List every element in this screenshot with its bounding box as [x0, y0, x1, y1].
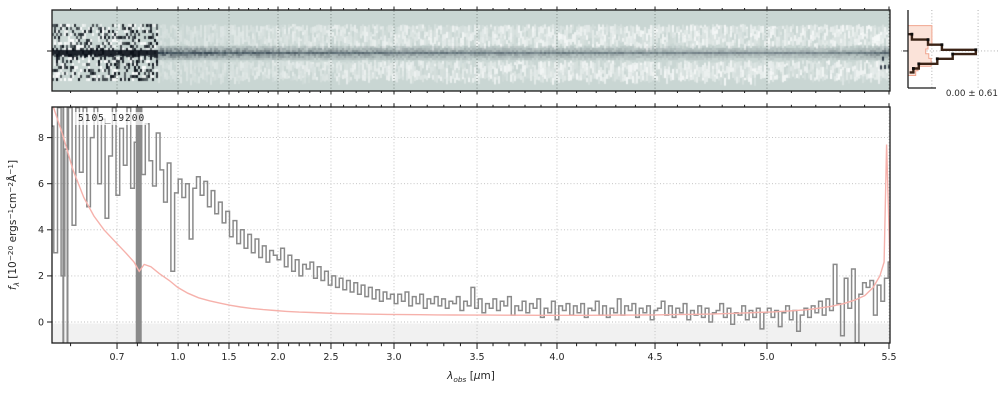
- hist-step-marker: [926, 38, 930, 42]
- x-axis-label-part: obs: [453, 374, 467, 384]
- x-tick-label: 3.5: [469, 352, 484, 363]
- hist-gridlines: [901, 10, 998, 88]
- y-tick-label: 0: [38, 317, 44, 328]
- y-axis-label-part: [10: [7, 261, 19, 283]
- offscale-bar: [66, 107, 69, 343]
- x-tick-label: 5.0: [759, 352, 774, 363]
- error-spectrum-line: [52, 107, 890, 316]
- main-gridlines: [52, 107, 890, 343]
- y-tick-label: 8: [38, 133, 44, 144]
- plot-area: [52, 107, 890, 343]
- hist-step-marker: [910, 32, 914, 36]
- hist-step-marker: [951, 52, 955, 56]
- hist-step-marker: [974, 48, 978, 52]
- offscale-bar: [135, 107, 142, 343]
- x-tick-label: 2.5: [323, 352, 338, 363]
- x-tick-label: 4.5: [647, 352, 662, 363]
- x-axis-tick-labels: 0.7 1.0 1.5 2.0 2.5 3.0 3.5 4.0 4.5 5.0 5.5: [109, 352, 896, 363]
- x-tick-label: 3.0: [386, 352, 401, 363]
- hist-data-steps: [907, 32, 977, 74]
- y-axis-label-part: f: [7, 286, 19, 291]
- x-axis-label-part: m]: [480, 370, 495, 382]
- x-axis-label-part: λ: [447, 370, 454, 382]
- y-axis-label-part: λ: [11, 282, 21, 287]
- y-axis-label-part: Å: [7, 174, 19, 183]
- hist-step-marker: [917, 62, 921, 66]
- y-axis-label: fλ [10−20 ergs−1cm−2Å−1]: [5, 160, 21, 291]
- y-axis-label-part: −1: [5, 163, 15, 175]
- histogram-stats-label: 0.00 ± 0.61: [945, 89, 998, 99]
- main-axes-border: [51, 106, 891, 344]
- y-axis-label-part: −20: [5, 245, 15, 262]
- x-axis-label-part: μ: [473, 370, 481, 382]
- spectrum-2d-image: [52, 10, 890, 91]
- x-axis-label: λobs [μm]: [52, 370, 890, 384]
- y-axis-label-part: ergs: [7, 219, 19, 246]
- x-tick-label: 5.5: [881, 352, 896, 363]
- x-tick-label: 1.5: [221, 352, 236, 363]
- hist-model-fill: [907, 25, 933, 77]
- y-axis-label-part: −1: [5, 208, 15, 220]
- y-tick-label: 6: [38, 179, 44, 190]
- y-axis-label-part: cm: [7, 192, 19, 209]
- x-tick-label: 4.0: [549, 352, 564, 363]
- hist-step-marker: [911, 67, 915, 70]
- hist-step-marker: [940, 43, 944, 47]
- y-axis-label-part: −2: [5, 182, 15, 193]
- flux-spectrum-line: [52, 107, 890, 343]
- y-tick-label: 2: [38, 271, 44, 282]
- x-axis-label-part: [: [466, 370, 474, 382]
- offscale-bar: [62, 107, 65, 343]
- x-tick-label: 1.0: [170, 352, 185, 363]
- y-axis-tick-labels: 0 2 4 6 8: [38, 133, 44, 328]
- x-axis-ticks: [70, 103, 890, 349]
- below-zero-band: [52, 323, 890, 343]
- hist-step-marker: [935, 57, 939, 61]
- y-tick-label: 4: [38, 225, 44, 236]
- x-tick-label: 0.7: [109, 352, 124, 363]
- y-axis-ticks: [47, 137, 52, 323]
- spectrum-id-label: 5105_19200: [75, 112, 149, 125]
- x-tick-label: 2.0: [270, 352, 285, 363]
